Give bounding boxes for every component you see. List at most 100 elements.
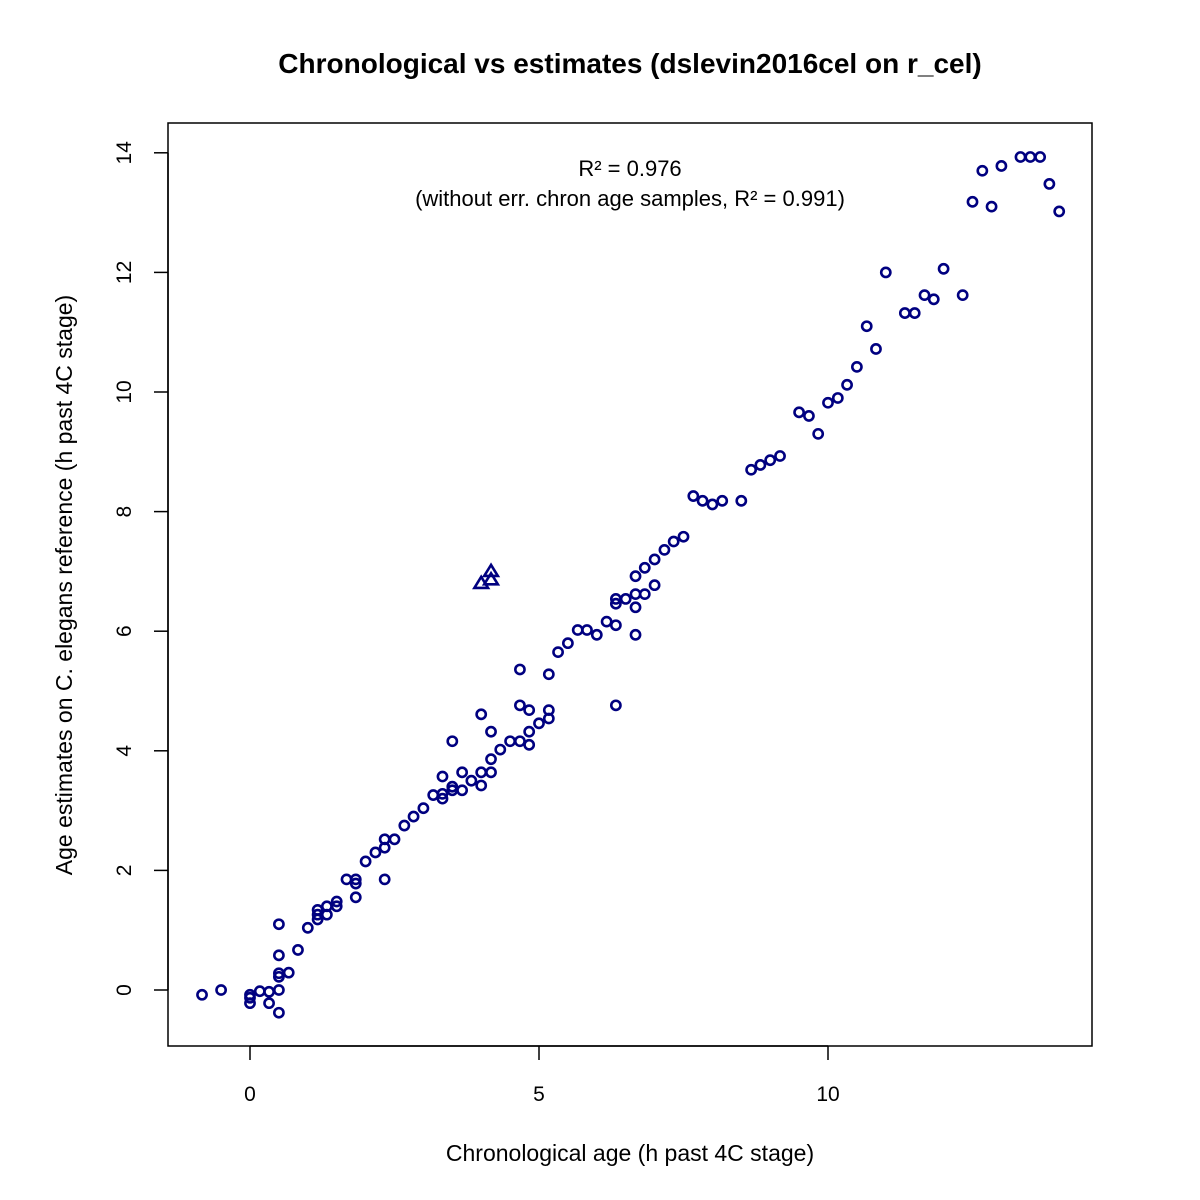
data-point <box>735 494 748 507</box>
data-point <box>523 704 536 717</box>
data-point <box>552 646 564 659</box>
data-point <box>1043 177 1056 190</box>
data-point <box>485 753 497 766</box>
data-point <box>629 588 642 601</box>
data-point <box>349 873 362 886</box>
data-point <box>803 410 815 422</box>
data-point <box>465 774 478 787</box>
data-point <box>514 663 526 676</box>
data-point <box>966 195 979 208</box>
data-point <box>427 789 440 801</box>
data-point <box>282 966 295 979</box>
y-tick-label: 0 <box>113 984 136 996</box>
data-point <box>542 668 555 681</box>
y-axis-label: Age estimates on C. elegans reference (h… <box>51 295 77 875</box>
chart-title: Chronological vs estimates (dslevin2016c… <box>278 48 981 79</box>
data-point <box>398 819 411 832</box>
data-point <box>330 895 343 908</box>
data-point <box>1034 151 1047 163</box>
data-point <box>436 787 449 800</box>
data-point <box>253 985 266 998</box>
data-point <box>822 396 834 409</box>
data-point <box>879 266 892 279</box>
data-point <box>898 307 911 319</box>
data-point <box>619 593 632 605</box>
data-point <box>494 743 507 756</box>
data-point <box>523 725 536 738</box>
data-point <box>407 810 420 823</box>
data-point <box>456 766 469 779</box>
data-point <box>609 699 622 712</box>
data-point <box>475 708 488 721</box>
data-point <box>841 378 853 391</box>
data-point <box>388 833 401 846</box>
data-point <box>369 846 382 859</box>
x-tick-label: 0 <box>244 1083 256 1106</box>
data-point <box>696 494 709 507</box>
data-point <box>485 725 497 738</box>
data-point <box>514 735 526 748</box>
data-point <box>504 735 516 748</box>
data-point <box>417 802 430 815</box>
data-point <box>349 891 362 904</box>
data-point <box>590 628 603 641</box>
plot-frame <box>167 122 1093 1047</box>
data-point <box>436 792 449 805</box>
data-point <box>609 597 622 610</box>
data-point <box>456 784 469 797</box>
data-point <box>629 601 642 614</box>
y-tick-label: 14 <box>113 141 136 165</box>
data-point <box>485 766 497 779</box>
data-point <box>908 307 921 319</box>
data-point <box>272 984 285 996</box>
data-point <box>648 553 661 566</box>
data-point <box>244 997 256 1010</box>
data-point <box>831 392 844 404</box>
data-point <box>359 855 372 868</box>
data-point <box>793 406 805 419</box>
data-point <box>600 615 613 628</box>
data-point <box>629 628 642 641</box>
y-tick-label: 8 <box>113 506 136 518</box>
data-point <box>927 293 940 306</box>
data-point <box>272 1006 285 1019</box>
data-point <box>446 780 459 793</box>
data-point <box>870 343 882 355</box>
data-point <box>677 530 690 543</box>
data-point <box>263 997 275 1010</box>
data-point <box>764 454 777 467</box>
y-tick-label: 2 <box>113 865 136 877</box>
data-point <box>638 588 651 601</box>
data-point <box>976 164 989 177</box>
data-point <box>754 459 767 471</box>
data-point <box>523 738 536 751</box>
data-point <box>937 262 950 275</box>
x-tick-label: 5 <box>533 1083 545 1106</box>
data-point <box>244 991 256 1004</box>
x-axis-label: Chronological age (h past 4C stage) <box>446 1140 814 1166</box>
data-point <box>542 704 555 717</box>
y-tick-label: 4 <box>113 745 136 757</box>
data-point <box>581 624 593 636</box>
data-point <box>1024 151 1037 163</box>
data-point <box>638 561 651 574</box>
data-point <box>272 918 285 931</box>
data-point <box>860 320 873 333</box>
data-point <box>648 579 661 592</box>
data-point <box>330 900 343 913</box>
data-point <box>985 200 998 213</box>
data-point <box>446 735 459 748</box>
data-point <box>609 619 622 632</box>
y-tick-label: 10 <box>113 380 136 403</box>
data-point <box>514 699 526 712</box>
data-point <box>340 873 353 886</box>
x-tick-label: 10 <box>816 1083 839 1106</box>
data-point <box>378 873 391 886</box>
data-point <box>812 427 825 440</box>
data-point <box>658 543 671 556</box>
data-point <box>1053 205 1066 218</box>
data-point <box>995 160 1008 172</box>
data-point <box>571 624 584 636</box>
y-tick-label: 6 <box>113 625 136 637</box>
data-point-triangle <box>481 570 501 586</box>
